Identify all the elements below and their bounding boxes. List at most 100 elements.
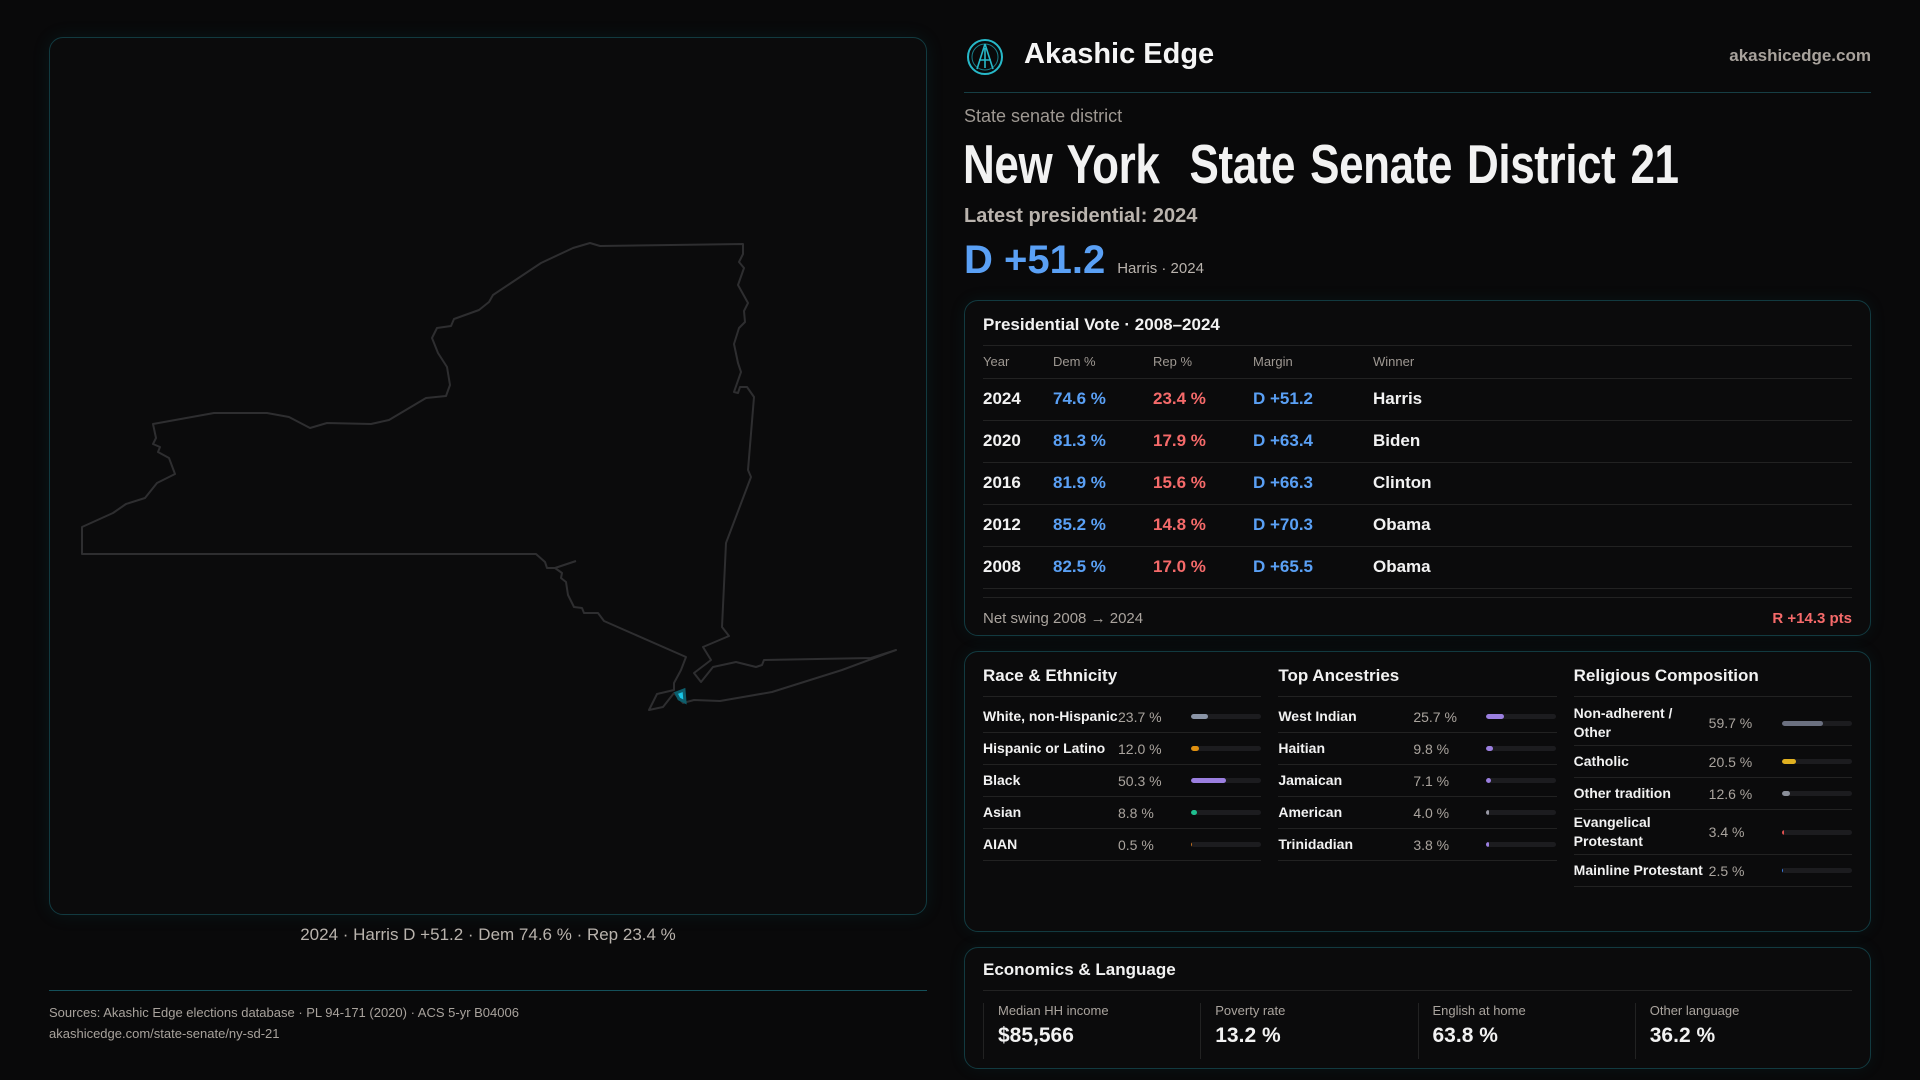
cell-year: 2016 — [983, 462, 1053, 505]
row-label: West Indian — [1278, 708, 1357, 724]
row-label: Jamaican — [1278, 772, 1343, 788]
row-label: Trinidadian — [1278, 836, 1354, 852]
section-title: Religious Composition — [1573, 666, 1852, 697]
cell-margin: D +66.3 — [1253, 462, 1373, 505]
row-percent: 4.0 % — [1413, 804, 1450, 821]
bar-fill — [1486, 714, 1505, 719]
cell-year: 2012 — [983, 504, 1053, 547]
cell-margin: D +65.5 — [1253, 546, 1373, 589]
row-percent: 3.4 % — [1708, 824, 1745, 840]
section-title: Race & Ethnicity — [983, 666, 1262, 697]
cell-rep: 23.4 % — [1153, 378, 1253, 421]
state-outline — [81, 242, 897, 711]
row-percent: 3.8 % — [1413, 836, 1450, 853]
percent-bar — [1191, 842, 1261, 847]
row-percent: 12.6 % — [1708, 785, 1753, 802]
headline-margin-group: D +51.2 Harris · 2024 — [964, 238, 1204, 283]
cell-dem: 82.5 % — [1053, 546, 1153, 589]
headline-margin-sub: Harris · 2024 — [1117, 260, 1204, 277]
swing-label: Net swing 2008 → 2024 — [983, 609, 1144, 627]
demo-row: American 4.0 % — [1278, 797, 1557, 829]
percent-bar — [1781, 829, 1852, 835]
cell-margin: D +63.4 — [1253, 420, 1373, 463]
demo-row: Mainline Protestant 2.5 % — [1573, 855, 1852, 887]
demo-row: Jamaican 7.1 % — [1278, 765, 1557, 797]
demo-row: Trinidadian 3.8 % — [1278, 829, 1557, 861]
row-label: Non-adherent / Other — [1573, 705, 1673, 740]
percent-bar — [1781, 791, 1852, 796]
footer: Sources: Akashic Edge elections database… — [49, 990, 927, 1044]
stat-tile: English at home 63.8 % — [1417, 1003, 1635, 1059]
column-header: Rep % — [1153, 346, 1253, 379]
demo-row: Asian 8.8 % — [983, 797, 1262, 829]
row-percent: 0.5 % — [1118, 836, 1154, 853]
bar-fill — [1781, 791, 1791, 796]
table-row: 2016 81.9 % 15.6 % D +66.3 Clinton — [983, 462, 1852, 505]
stat-label: Poverty rate — [1215, 1003, 1286, 1018]
row-percent: 25.7 % — [1413, 708, 1457, 725]
map-panel[interactable] — [49, 37, 927, 915]
cell-dem: 74.6 % — [1053, 378, 1153, 421]
presidential-vote-card: Presidential Vote · 2008–2024 Year Dem % R… — [964, 300, 1871, 636]
stat-value: 63.8 % — [1432, 1024, 1498, 1047]
economics-card: Economics & Language Median HH income $85… — [964, 947, 1871, 1069]
cell-winner: Obama — [1373, 504, 1852, 547]
page-title: New York State Senate District 21 — [963, 133, 1679, 195]
cell-dem: 81.9 % — [1053, 462, 1153, 505]
table-row: 2008 82.5 % 17.0 % D +65.5 Obama — [983, 546, 1852, 589]
percent-bar — [1486, 778, 1557, 783]
percent-bar — [1486, 746, 1557, 751]
row-label: AIAN — [983, 836, 1018, 852]
percent-bar — [1486, 810, 1557, 815]
row-percent: 9.8 % — [1413, 740, 1450, 757]
bar-fill — [1486, 842, 1489, 847]
card-title: Presidential Vote · 2008–2024 — [983, 315, 1852, 346]
percent-bar — [1191, 746, 1261, 751]
demo-row: White, non-Hispanic 23.7 % — [983, 701, 1262, 733]
cell-rep: 14.8 % — [1153, 504, 1253, 547]
brand-name: Akashic Edge — [1024, 38, 1215, 70]
state-map[interactable] — [49, 37, 927, 915]
column-header: Year — [983, 346, 1053, 379]
cell-rep: 17.9 % — [1153, 420, 1253, 463]
demo-row: Non-adherent / Other 59.7 % — [1573, 701, 1852, 746]
row-percent: 12.0 % — [1118, 740, 1162, 757]
header-divider — [964, 92, 1871, 93]
stat-value: $85,566 — [998, 1024, 1074, 1047]
percent-bar — [1781, 720, 1852, 726]
percent-bar — [1781, 759, 1852, 764]
row-percent: 2.5 % — [1708, 862, 1745, 879]
cell-year: 2008 — [983, 546, 1053, 589]
percent-bar — [1191, 810, 1261, 815]
percent-bar — [1191, 778, 1261, 783]
site-link[interactable]: akashicedge.com — [1729, 46, 1871, 65]
row-percent: 50.3 % — [1118, 772, 1162, 789]
table-row: 2020 81.3 % 17.9 % D +63.4 Biden — [983, 420, 1852, 463]
column-header: Winner — [1373, 346, 1852, 379]
county-line — [554, 560, 577, 569]
percent-bar — [1486, 714, 1557, 719]
cell-margin: D +70.3 — [1253, 504, 1373, 547]
cell-winner: Clinton — [1373, 462, 1852, 505]
stat-label: English at home — [1432, 1003, 1526, 1018]
column-header: Margin — [1253, 346, 1373, 379]
page-url[interactable]: akashicedge.com/state-senate/ny-sd-21 — [49, 1026, 280, 1041]
cell-dem: 85.2 % — [1053, 504, 1153, 547]
row-label: Evangelical Protestant — [1573, 814, 1651, 849]
bar-fill — [1486, 746, 1494, 751]
demo-column: Top Ancestries West Indian 25.7 % Haitian 9.… — [1278, 666, 1557, 917]
cell-margin: D +51.2 — [1253, 378, 1373, 421]
row-label: Hispanic or Latino — [983, 740, 1106, 756]
demo-column: Religious Composition Non-adherent / Othe… — [1573, 666, 1852, 917]
district-highlight[interactable] — [673, 687, 687, 705]
percent-bar — [1781, 868, 1852, 873]
cell-winner: Obama — [1373, 546, 1852, 589]
demo-column: Race & Ethnicity White, non-Hispanic 23.7 … — [983, 666, 1262, 917]
table-row: 2024 74.6 % 23.4 % D +51.2 Harris — [983, 378, 1852, 421]
row-label: Haitian — [1278, 740, 1326, 756]
net-swing: Net swing 2008 → 2024 R +14.3 pts — [983, 596, 1852, 627]
bar-fill — [1781, 868, 1784, 873]
row-label: Catholic — [1573, 753, 1629, 769]
column-header: Dem % — [1053, 346, 1153, 379]
row-label: Mainline Protestant — [1573, 862, 1703, 878]
